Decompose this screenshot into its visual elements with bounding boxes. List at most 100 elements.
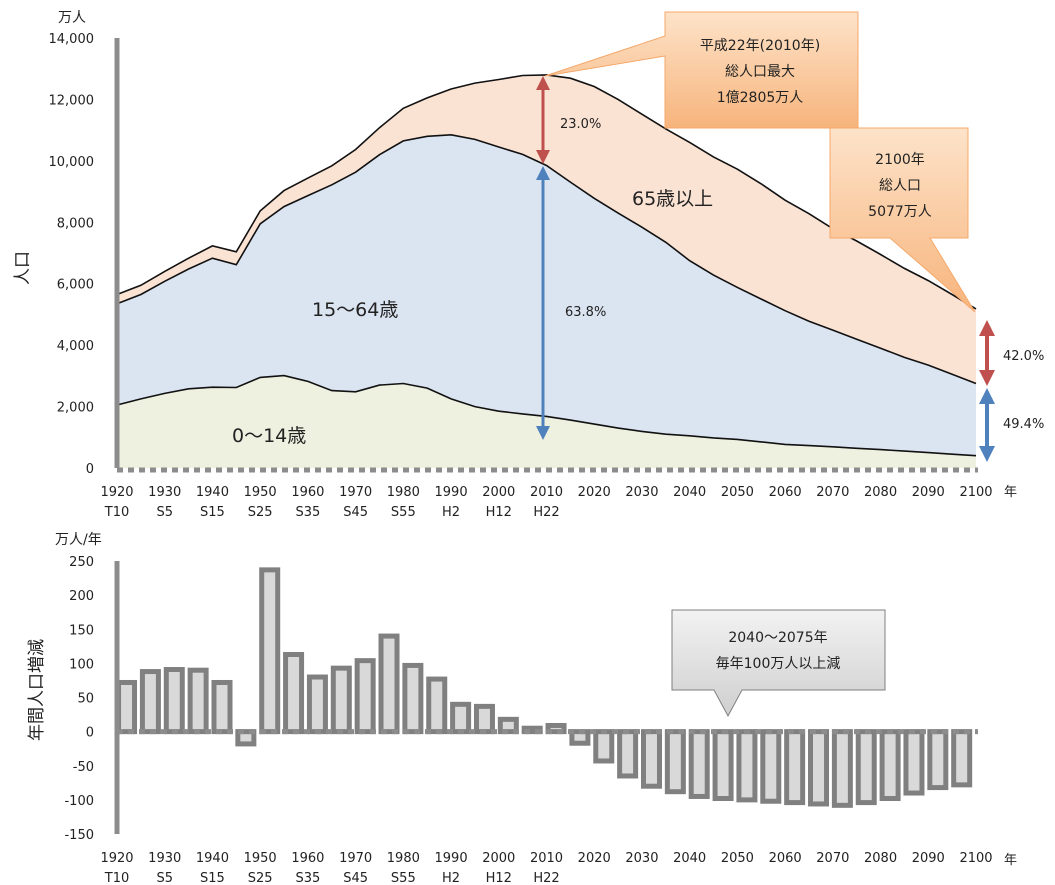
bar-2042 (688, 729, 710, 799)
callout-2100-line1: 2100年 (875, 152, 925, 168)
top-x-tick-year: 1960 (291, 485, 324, 500)
bottom-y-tick-label: 150 (69, 623, 94, 638)
bar-2057 (760, 729, 782, 804)
area-0〜14歳 (117, 375, 976, 468)
top-stacked-areas (114, 38, 978, 473)
arrows-2010: 23.0% 63.8% (536, 76, 606, 440)
bar-2077 (855, 729, 877, 806)
arrows-2100: 42.0% 49.4% (979, 320, 1044, 462)
area-65歳以上 (117, 74, 976, 384)
top-y-ticks: 0 2,000 4,000 6,000 8,000 10,000 12,000 14,000 (49, 32, 95, 477)
callout-2010-line2: 総人口最大 (725, 64, 795, 80)
top-y-axis-label: 人口 (13, 251, 33, 285)
top-y-tick-label: 4,000 (57, 339, 94, 354)
top-x-tick-era: H22 (533, 505, 559, 520)
bottom-x-tick-era: H22 (533, 871, 559, 885)
bar-1982 (402, 662, 424, 735)
bottom-y-tick-label: 0 (86, 726, 94, 741)
bar-1942 (211, 679, 233, 735)
bar-2032 (640, 729, 662, 789)
top-x-tick-year: 1980 (387, 485, 420, 500)
top-x-tick-year: 2060 (769, 485, 802, 500)
pct-2100-15-64: 49.4% (1003, 417, 1044, 432)
bottom-x-tick-era: S55 (391, 871, 416, 885)
bottom-x-tick-era: H2 (442, 871, 460, 885)
callout-2100-line2: 総人口 (879, 178, 921, 194)
callout-decline-box (671, 609, 886, 718)
bottom-x-tick-year: 2010 (530, 851, 563, 866)
top-x-tick-era: S35 (295, 505, 320, 520)
bar-1932 (163, 667, 185, 735)
bar-1962 (306, 674, 328, 735)
callout-2100-box (829, 127, 976, 313)
bottom-x-tick-year: 2070 (816, 851, 849, 866)
top-unit-label: 万人 (58, 10, 86, 26)
bottom-x-tick-era: H12 (486, 871, 512, 885)
bottom-x-tick-year: 1960 (291, 851, 324, 866)
bar-1977 (378, 633, 400, 735)
bar-1957 (283, 652, 305, 735)
line-15〜64歳 (116, 133, 977, 385)
top-x-tick-era: H2 (442, 505, 460, 520)
population-area-chart: 万人 人口 0 2,000 4,000 6,000 8,000 10,000 12,000 1… (13, 10, 1044, 520)
bottom-x-tick-era: S15 (200, 871, 225, 885)
bottom-unit-label: 万人/年 (55, 532, 102, 548)
bottom-x-tick-year: 2000 (482, 851, 515, 866)
bottom-x-tick-year: 1990 (435, 851, 468, 866)
callout-2010-box (544, 11, 859, 129)
pct-2010-15-64: 63.8% (565, 305, 606, 320)
top-x-tick-year: 2070 (816, 485, 849, 500)
top-x-tick-era: H12 (486, 505, 512, 520)
callout-decline-line2: 毎年100万人以上減 (716, 655, 841, 672)
bar-2052 (736, 729, 758, 803)
bottom-bars (114, 561, 978, 834)
top-x-tick-era: T10 (104, 505, 129, 520)
bottom-x-tick-year: 2080 (864, 851, 897, 866)
bar-2082 (879, 729, 901, 802)
bottom-x-tick-year: 1980 (387, 851, 420, 866)
bar-1997 (473, 703, 495, 735)
bar-2022 (593, 729, 615, 764)
top-x-tick-year: 2080 (864, 485, 897, 500)
bar-2067 (808, 729, 830, 807)
bottom-x-tick-year: 2020 (578, 851, 611, 866)
label-15-64: 15〜64歳 (312, 299, 398, 321)
bottom-y-tick-label: 250 (69, 555, 94, 570)
bottom-x-tick-year: 2030 (625, 851, 658, 866)
bottom-y-tick-label: 100 (69, 657, 94, 672)
top-x-tick-era: S45 (343, 505, 368, 520)
top-x-tick-year: 1970 (339, 485, 372, 500)
bottom-y-ticks: -150 -100 -50 0 50 100 150 200 250 (64, 555, 94, 843)
bottom-x-unit-label: 年 (1004, 853, 1017, 868)
top-y-tick-label: 2,000 (57, 401, 94, 416)
bottom-x-tick-year: 2040 (673, 851, 706, 866)
bottom-y-axis-label: 年間人口増減 (27, 639, 47, 741)
bar-2097 (951, 729, 973, 788)
annual-change-bar-chart: 万人/年 年間人口増減 -150 -100 -50 0 50 100 150 200 250 1… (27, 532, 1017, 885)
top-x-tick-year: 2040 (673, 485, 706, 500)
bar-2047 (712, 729, 734, 802)
callout-decline: 2040〜2075年 毎年100万人以上減 (671, 609, 886, 718)
bottom-y-tick-label: 50 (77, 692, 94, 707)
arrow-2100-15-64-heads (979, 388, 995, 462)
top-x-tick-year: 2000 (482, 485, 515, 500)
bottom-y-tick-label: -150 (64, 828, 94, 843)
bar-1952 (259, 567, 281, 735)
top-x-tick-year: 1940 (196, 485, 229, 500)
bar-1967 (330, 665, 352, 735)
bar-1927 (139, 669, 161, 735)
top-x-tick-year: 1950 (244, 485, 277, 500)
bottom-x-tick-year: 1930 (148, 851, 181, 866)
top-y-tick-label: 10,000 (49, 155, 95, 170)
bottom-x-tick-era: S5 (156, 871, 173, 885)
top-x-tick-year: 1930 (148, 485, 181, 500)
bar-1987 (426, 676, 448, 735)
callout-2100-line3: 5077万人 (868, 204, 932, 220)
top-y-tick-label: 8,000 (57, 216, 94, 231)
top-x-ticks: 1920 T10 1930 S5 1940 S15 1950 S25 1960 S35 1970 S4… (100, 485, 992, 520)
line-0〜14歳 (116, 374, 977, 457)
area-15〜64歳 (117, 134, 976, 456)
bottom-x-tick-year: 1940 (196, 851, 229, 866)
top-x-tick-year: 2020 (578, 485, 611, 500)
